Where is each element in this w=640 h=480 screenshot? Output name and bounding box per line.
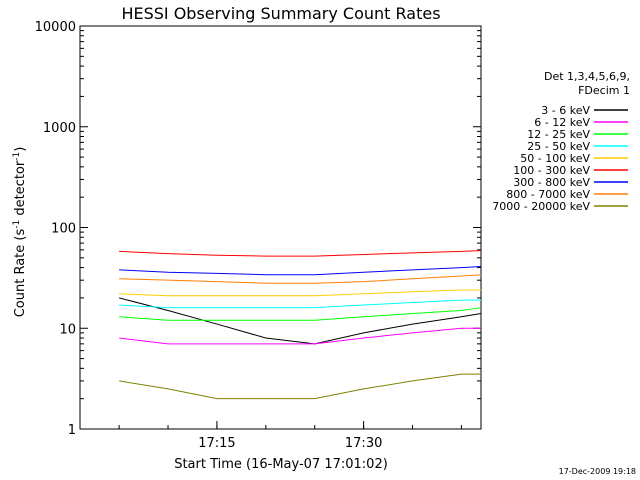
x-axis: 17:15 17:30 [118, 421, 462, 451]
legend-header-2: FDecim 1 [578, 84, 630, 97]
y-axis-label: Count Rate (s-1 detector-1) [12, 147, 28, 318]
legend-label-1: 3 - 6 keV [541, 104, 590, 117]
y-tick-label: 1000 [43, 121, 76, 136]
legend-label-7: 300 - 800 keV [513, 176, 590, 189]
legend-label-4: 25 - 50 keV [527, 140, 590, 153]
y-tick-label: 1 [68, 423, 76, 438]
y-tick-label: 10 [59, 322, 76, 337]
series-line-9 [119, 373, 481, 400]
series-line-2 [119, 327, 481, 345]
y-axis-label-end: ) [13, 147, 28, 152]
chart-title: HESSI Observing Summary Count Rates [121, 4, 440, 23]
y-tick-label: 100 [51, 222, 76, 237]
y-axis-label-sup2: -1 [12, 152, 22, 161]
y-axis-label-main: Count Rate (s [13, 229, 28, 318]
x-axis-label: Start Time (16-May-07 17:01:02) [174, 457, 388, 472]
series-line-4 [119, 299, 481, 309]
legend-header-1: Det 1,3,4,5,6,9, [544, 70, 630, 83]
series-layer [118, 250, 482, 400]
y-axis: 1 10 100 1000 10000 [35, 20, 481, 438]
legend-label-5: 50 - 100 keV [520, 152, 590, 165]
y-axis-label-mid: detector [13, 160, 28, 220]
series-line-5 [119, 289, 481, 297]
legend-label-8: 800 - 7000 keV [506, 188, 590, 201]
x-tick-label: 17:15 [198, 436, 235, 451]
series-line-8 [119, 274, 482, 284]
plot-area: 1 10 100 1000 10000 17:15 17:30 [35, 20, 482, 451]
legend-label-9: 7000 - 20000 keV [492, 200, 590, 213]
legend-label-2: 6 - 12 keV [534, 116, 590, 129]
footer-timestamp: 17-Dec-2009 19:18 [559, 467, 636, 476]
legend-label-6: 100 - 300 keV [513, 164, 590, 177]
series-line-3 [119, 307, 482, 321]
y-tick-label: 10000 [35, 20, 76, 35]
x-tick-label: 17:30 [345, 436, 382, 451]
legend-label-3: 12 - 25 keV [527, 128, 590, 141]
series-line-1 [118, 297, 482, 345]
series-line-6 [119, 250, 482, 257]
plot-frame [79, 25, 482, 430]
y-axis-label-sup1: -1 [12, 220, 22, 229]
series-line-7 [119, 266, 482, 276]
